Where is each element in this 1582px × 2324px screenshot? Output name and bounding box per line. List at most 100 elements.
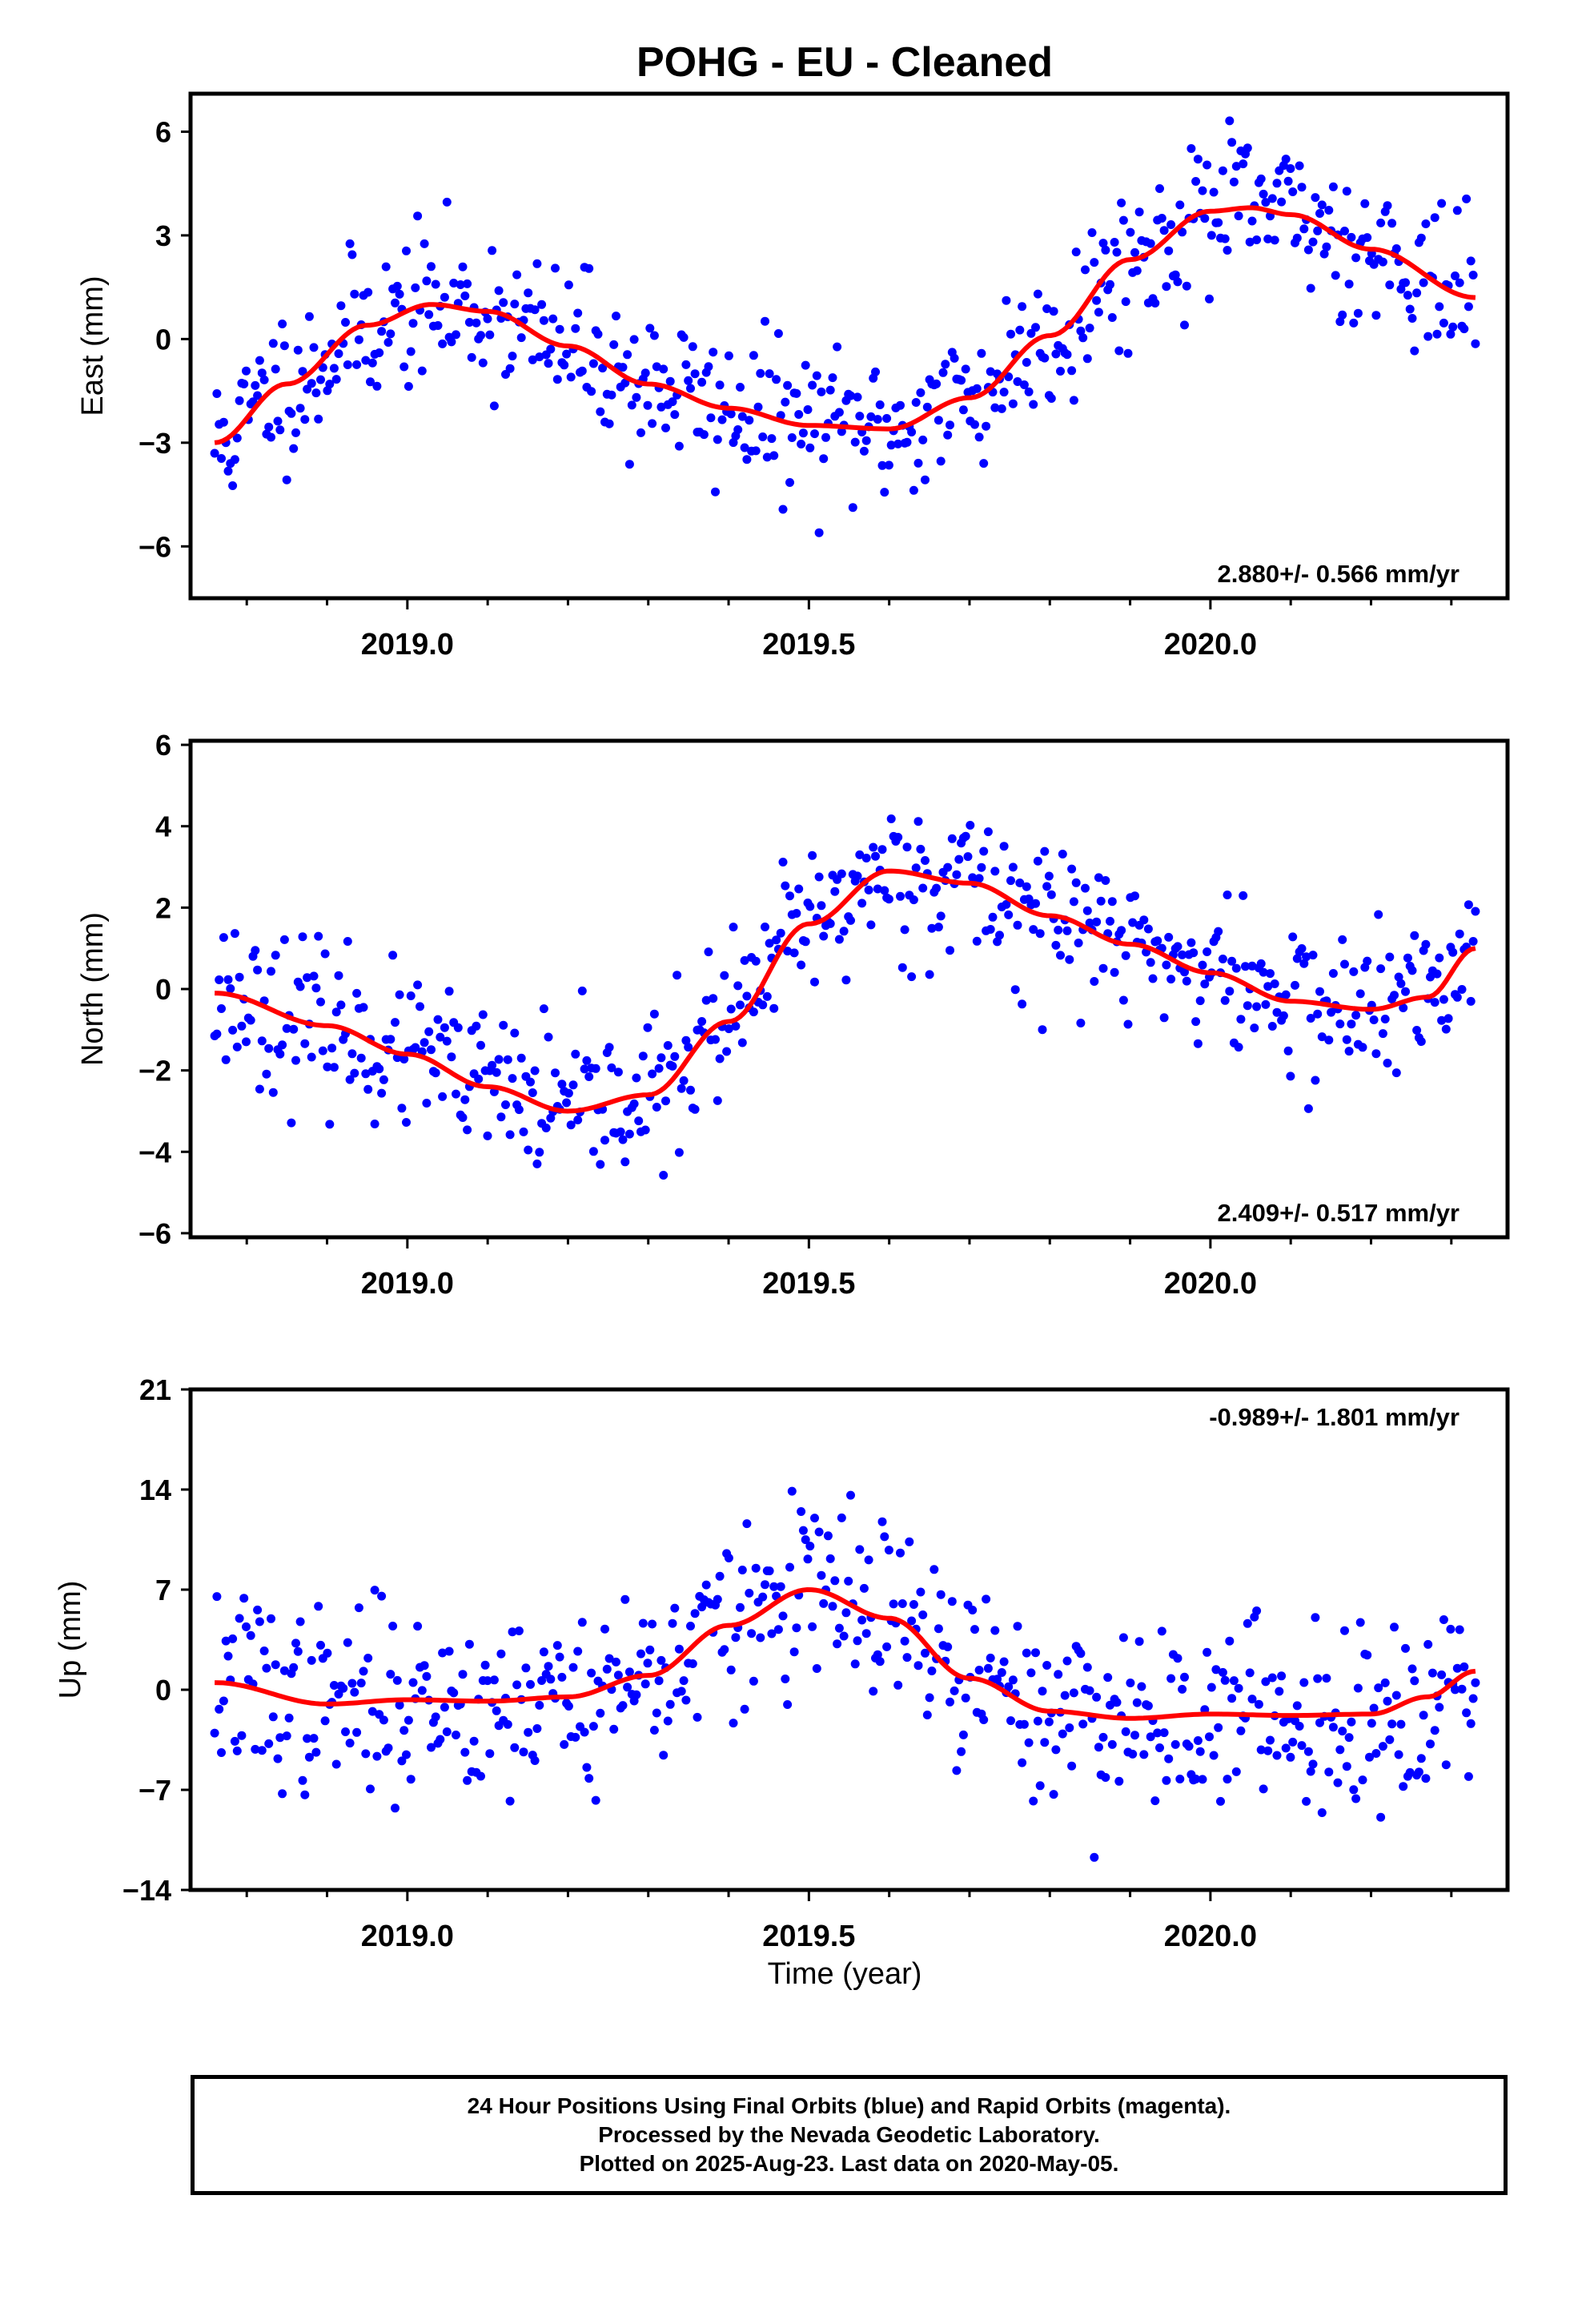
data-point bbox=[873, 415, 882, 424]
data-point bbox=[1311, 1076, 1320, 1085]
data-point bbox=[1223, 246, 1232, 255]
data-point bbox=[503, 1055, 512, 1064]
data-point bbox=[1252, 1606, 1262, 1615]
data-point bbox=[1421, 1774, 1431, 1783]
data-point bbox=[1439, 318, 1448, 328]
data-point bbox=[476, 1040, 485, 1050]
data-point bbox=[810, 1514, 819, 1523]
data-point bbox=[1387, 219, 1397, 228]
data-point bbox=[1250, 1023, 1259, 1033]
data-point bbox=[1071, 878, 1081, 887]
data-point bbox=[1195, 996, 1205, 1006]
data-point bbox=[580, 1064, 589, 1074]
data-point bbox=[546, 1675, 556, 1684]
data-point bbox=[609, 340, 619, 349]
data-point bbox=[1243, 1618, 1252, 1628]
data-point bbox=[544, 359, 553, 368]
data-point bbox=[1101, 876, 1110, 885]
data-point bbox=[1435, 953, 1444, 963]
data-point bbox=[808, 850, 817, 860]
data-point bbox=[1058, 1729, 1067, 1739]
data-point bbox=[828, 1602, 837, 1611]
data-point bbox=[769, 1003, 779, 1013]
data-point bbox=[778, 1611, 788, 1621]
data-point bbox=[1209, 187, 1219, 197]
data-point bbox=[932, 883, 942, 893]
data-point bbox=[406, 347, 416, 356]
data-point bbox=[314, 1602, 323, 1611]
data-point bbox=[1004, 1682, 1014, 1691]
data-point bbox=[1281, 155, 1291, 164]
data-point bbox=[264, 1739, 274, 1748]
data-point bbox=[237, 1021, 247, 1031]
data-point bbox=[226, 984, 235, 993]
data-point bbox=[557, 1672, 567, 1682]
data-point bbox=[596, 407, 605, 416]
data-point bbox=[1223, 1775, 1232, 1784]
data-point bbox=[452, 1089, 460, 1099]
data-point bbox=[1128, 918, 1138, 927]
data-point bbox=[648, 419, 657, 428]
data-point bbox=[1225, 987, 1235, 996]
data-point bbox=[329, 1681, 339, 1690]
data-point bbox=[1333, 1778, 1343, 1787]
data-point bbox=[1313, 1674, 1323, 1683]
data-point bbox=[431, 1068, 440, 1078]
data-point bbox=[411, 1043, 420, 1052]
x-tick-label-up: 2019.5 bbox=[762, 1920, 855, 1953]
data-point bbox=[1399, 1782, 1408, 1791]
data-point bbox=[1114, 1776, 1124, 1786]
x-axis-label: Time (year) bbox=[768, 1957, 922, 1991]
data-point bbox=[293, 1647, 303, 1656]
data-point bbox=[726, 1665, 736, 1675]
data-point bbox=[1297, 183, 1307, 192]
data-point bbox=[853, 1636, 862, 1646]
data-point bbox=[726, 409, 736, 419]
data-point bbox=[808, 380, 817, 390]
data-point bbox=[961, 831, 970, 841]
data-point bbox=[539, 1647, 548, 1657]
data-point bbox=[452, 330, 460, 340]
data-point bbox=[627, 400, 636, 410]
data-point bbox=[686, 1622, 695, 1630]
data-point bbox=[1019, 1719, 1029, 1729]
data-point bbox=[1266, 969, 1275, 979]
data-point bbox=[884, 1546, 893, 1555]
data-point bbox=[1380, 1015, 1390, 1023]
y-tick-label-north: −2 bbox=[139, 1055, 171, 1088]
data-point bbox=[1423, 332, 1433, 341]
data-point bbox=[1452, 1663, 1462, 1673]
data-point bbox=[1236, 1726, 1246, 1735]
y-tick-label-east: 0 bbox=[155, 323, 171, 356]
data-point bbox=[1317, 200, 1327, 210]
data-point bbox=[1452, 206, 1462, 215]
data-point bbox=[1419, 1711, 1428, 1720]
data-point bbox=[282, 475, 291, 485]
data-point bbox=[1166, 220, 1176, 229]
data-point bbox=[1303, 1747, 1313, 1756]
data-point bbox=[1069, 396, 1078, 405]
y-tick-label-east: 6 bbox=[155, 115, 171, 148]
data-point bbox=[805, 902, 815, 911]
data-point bbox=[1203, 947, 1212, 956]
data-point bbox=[1403, 953, 1412, 963]
data-point bbox=[1446, 1624, 1456, 1634]
data-point bbox=[1164, 1754, 1174, 1763]
data-point bbox=[1471, 339, 1480, 348]
data-point bbox=[927, 923, 937, 933]
data-point bbox=[1288, 187, 1298, 196]
data-point bbox=[830, 887, 840, 896]
data-point bbox=[709, 348, 718, 357]
data-point bbox=[665, 376, 675, 386]
data-point bbox=[640, 1679, 650, 1689]
data-point bbox=[736, 1602, 745, 1612]
data-point bbox=[402, 246, 411, 255]
data-point bbox=[781, 397, 790, 407]
data-point bbox=[686, 384, 695, 393]
data-point bbox=[731, 1633, 741, 1642]
data-points-north bbox=[210, 814, 1480, 1180]
data-point bbox=[1383, 1696, 1392, 1706]
data-point bbox=[1026, 328, 1036, 338]
data-point bbox=[551, 1068, 560, 1078]
data-point bbox=[392, 281, 402, 291]
